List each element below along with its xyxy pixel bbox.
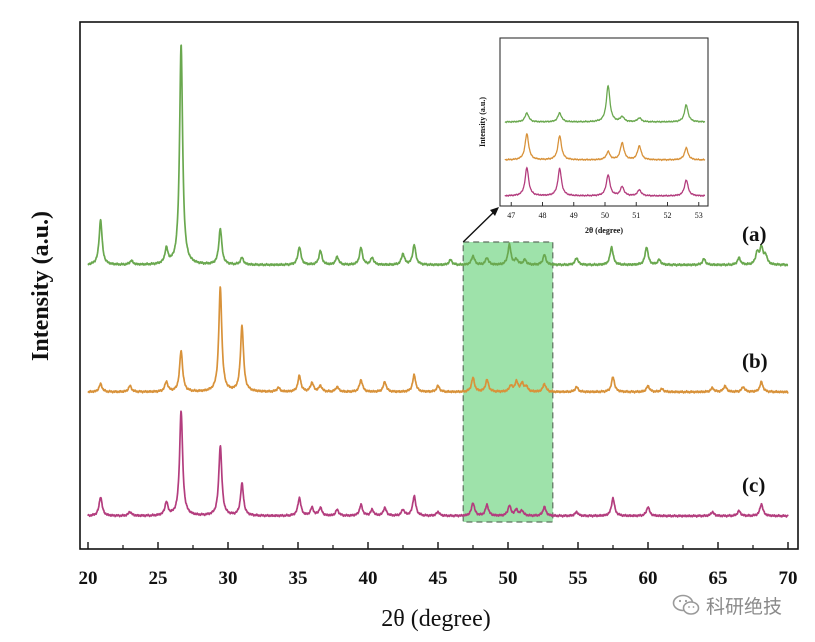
x-tick-label: 40 xyxy=(359,568,378,589)
inset-pointer-line xyxy=(462,208,498,243)
inset-x-tick-label: 47 xyxy=(507,211,515,220)
series-line-2 xyxy=(87,286,789,394)
series-label: (b) xyxy=(742,349,768,373)
x-tick-label: 70 xyxy=(779,568,798,589)
plot-frame xyxy=(79,21,799,550)
highlight-region xyxy=(462,241,554,523)
series-label: (c) xyxy=(742,473,765,497)
inset-pointer-arrowhead xyxy=(490,207,499,216)
series-line-1 xyxy=(87,44,789,267)
inset-y-axis-label: Intensity (a.u.) xyxy=(478,97,487,147)
inset-series-line-3 xyxy=(504,166,706,198)
inset-series-line-1 xyxy=(504,84,706,124)
watermark-text: 科研绝技 xyxy=(706,595,783,618)
inset-x-tick-label: 51 xyxy=(632,211,640,220)
inset-x-tick-label: 53 xyxy=(695,211,703,220)
y-axis-label: Intensity (a.u.) xyxy=(28,211,54,361)
x-tick-label: 50 xyxy=(499,568,518,589)
x-tick-label: 20 xyxy=(79,568,98,589)
inset-series-line-2 xyxy=(504,132,706,162)
inset-x-tick-label: 49 xyxy=(570,211,578,220)
inset-x-tick-label: 50 xyxy=(601,211,609,220)
series-label: (a) xyxy=(742,222,767,246)
x-axis-label: 2θ (degree) xyxy=(381,606,490,632)
watermark: 科研绝技 xyxy=(672,588,804,622)
x-tick-label: 30 xyxy=(219,568,238,589)
x-tick-label: 60 xyxy=(639,568,658,589)
x-tick-label: 25 xyxy=(149,568,168,589)
wechat-icon xyxy=(672,594,700,615)
inset-x-axis-label: 2θ (degree) xyxy=(585,226,623,235)
series-line-3 xyxy=(87,410,789,518)
inset-x-tick-label: 52 xyxy=(664,211,672,220)
inset-x-tick-label: 48 xyxy=(539,211,547,220)
x-tick-label: 65 xyxy=(709,568,728,589)
x-tick-label: 45 xyxy=(429,568,448,589)
x-tick-label: 55 xyxy=(569,568,588,589)
x-tick-label: 35 xyxy=(289,568,308,589)
